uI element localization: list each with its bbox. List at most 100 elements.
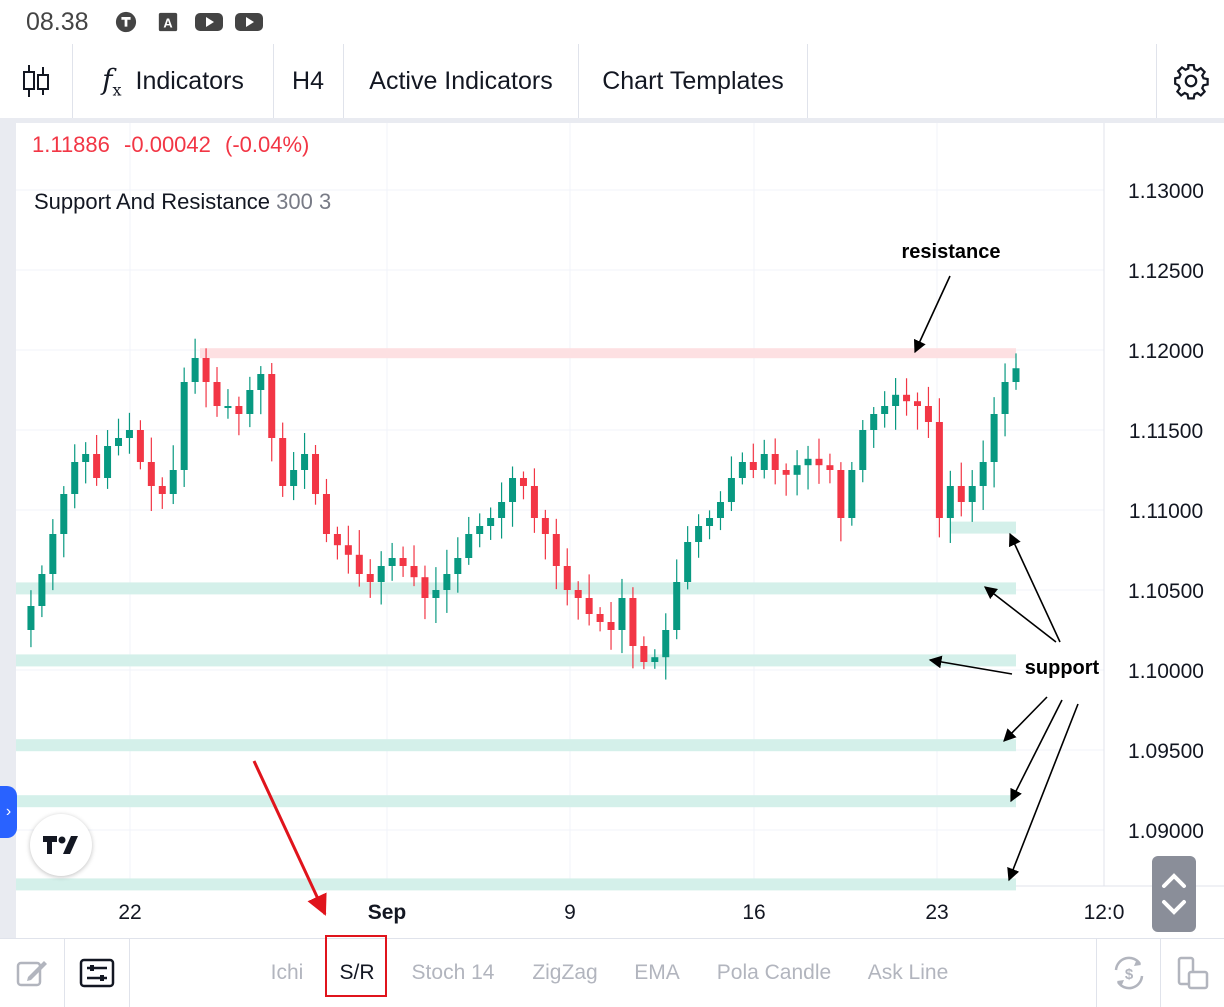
candle-body <box>574 590 582 598</box>
timeframe-button[interactable]: H4 <box>274 44 342 118</box>
tradingview-logo[interactable] <box>30 814 92 876</box>
candle-body <box>881 406 889 414</box>
candle-body <box>629 598 637 646</box>
x-tick-label: 16 <box>742 901 765 924</box>
candle-body <box>530 486 538 518</box>
candle-body <box>191 358 199 382</box>
x-tick-label: 9 <box>564 901 576 924</box>
x-tick-label: 22 <box>118 901 141 924</box>
tab-ema[interactable]: EMA <box>634 961 680 984</box>
candle-body <box>509 478 517 502</box>
indicator-panel-button[interactable] <box>65 939 129 1007</box>
candles-icon <box>23 65 49 97</box>
candle-body <box>738 462 746 478</box>
status-time: 08.38 <box>26 8 89 36</box>
tab-pola-candle[interactable]: Pola Candle <box>716 961 832 984</box>
candle-body <box>487 518 495 526</box>
candle-body <box>815 458 823 466</box>
resistance-zone <box>200 348 1016 359</box>
chevron-right-icon: › <box>5 803 12 820</box>
candle-body <box>355 554 363 574</box>
x-tick-label: 12:0 <box>1084 901 1125 924</box>
candle-body <box>213 382 221 406</box>
support-zone <box>16 795 1016 808</box>
candle-body <box>782 470 790 475</box>
tab-sr[interactable]: S/R <box>339 961 375 984</box>
candle-body <box>968 486 976 502</box>
candle-body <box>519 478 527 486</box>
candle-body <box>60 494 68 534</box>
candle-body <box>125 430 133 438</box>
tab-ichi[interactable]: Ichi <box>270 961 304 984</box>
candle-body <box>224 406 232 408</box>
candle-body <box>870 414 878 430</box>
candle-body <box>903 394 911 402</box>
x-tick-label: Sep <box>368 901 407 924</box>
tab-stoch[interactable]: Stoch 14 <box>411 961 495 984</box>
indicator-legend[interactable]: Support And Resistance 300 3 <box>34 189 331 215</box>
candle-body <box>257 374 265 390</box>
candle-body <box>82 454 90 462</box>
youtube-icon <box>235 13 263 31</box>
support-zone <box>16 654 1016 667</box>
svg-text:$: $ <box>1124 966 1133 983</box>
candle-body <box>399 558 407 566</box>
chart-type-button[interactable] <box>0 44 72 118</box>
support-arrow <box>1003 696 1048 742</box>
indicators-button[interactable]: fx Indicators <box>73 44 273 118</box>
y-tick-label: 1.09500 <box>1128 740 1204 763</box>
indicator-panel-icon <box>79 958 115 988</box>
candle-body <box>1001 382 1009 414</box>
candle-body <box>541 518 549 534</box>
candle-body <box>93 454 101 478</box>
candle-body <box>935 422 943 518</box>
layout-button[interactable] <box>1161 939 1224 1007</box>
currency-sync-button[interactable]: $ <box>1097 939 1160 1007</box>
active-indicators-button[interactable]: Active Indicators <box>344 44 578 118</box>
candle-body <box>333 534 341 546</box>
candle-body <box>454 558 462 574</box>
last-price: 1.11886 <box>32 132 110 157</box>
scale-toggle-button[interactable] <box>1152 856 1196 932</box>
candle-body <box>268 374 276 438</box>
candle-body <box>607 622 615 630</box>
youtube-icon <box>195 13 223 31</box>
y-tick-label: 1.09000 <box>1128 820 1204 843</box>
candle-body <box>202 358 210 382</box>
chevron-up-down-icon <box>1162 873 1186 915</box>
tab-ask-line[interactable]: Ask Line <box>867 961 949 984</box>
gear-icon <box>1173 64 1209 100</box>
y-tick-label: 1.13000 <box>1128 180 1204 203</box>
candle-body <box>498 502 506 518</box>
candle-body <box>793 465 801 475</box>
candle-body <box>410 566 418 578</box>
active-indicators-label: Active Indicators <box>369 66 553 95</box>
y-tick-label: 1.12000 <box>1128 340 1204 363</box>
candle-body <box>552 534 560 566</box>
support-zone <box>950 521 1016 534</box>
sr-tab-highlight <box>325 935 387 997</box>
drawing-button[interactable] <box>0 939 64 1007</box>
candle-body <box>771 454 779 470</box>
candle-body <box>585 598 593 614</box>
candle-body <box>235 406 243 414</box>
indicator-params: 300 3 <box>276 189 332 214</box>
candle-body <box>1012 368 1020 382</box>
candle-body <box>673 582 681 630</box>
layout-icon <box>1177 956 1208 990</box>
tg-icon <box>115 11 137 33</box>
price-change-pct: (-0.04%) <box>225 132 310 157</box>
support-arrow <box>1009 532 1061 643</box>
side-panel-toggle[interactable]: › <box>0 786 17 838</box>
price-chart[interactable]: 1.13000 1.12500 1.12000 1.11500 1.11000 1.105… <box>0 0 1224 938</box>
chart-templates-button[interactable]: Chart Templates <box>579 44 807 118</box>
candle-body <box>388 558 396 566</box>
tab-zigzag[interactable]: ZigZag <box>532 961 598 984</box>
support-label: support <box>1025 657 1100 679</box>
settings-button[interactable] <box>1157 44 1224 118</box>
candle-body <box>957 486 965 502</box>
price-readout: 1.11886 -0.00042 (-0.04%) <box>32 132 317 158</box>
support-zone <box>16 582 1016 595</box>
candle-body <box>596 614 604 622</box>
candle-body <box>147 462 155 486</box>
